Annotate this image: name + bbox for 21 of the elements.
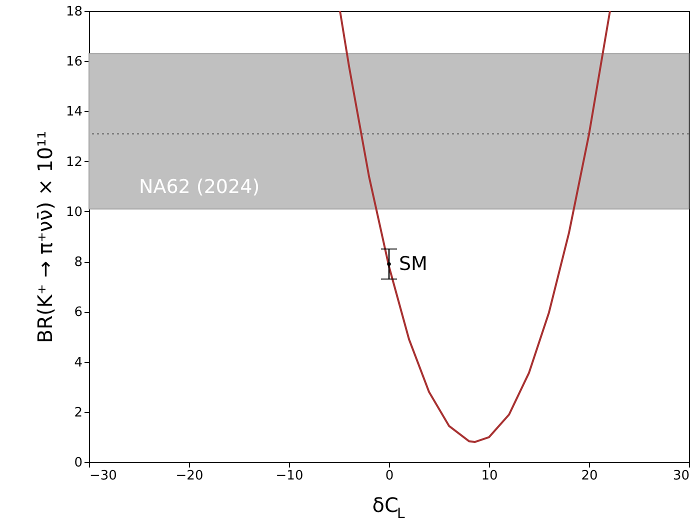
x-tick-label: 20 — [581, 468, 598, 484]
y-tick-label: 0 — [74, 456, 82, 470]
x-tick-label: 30 — [672, 468, 690, 484]
x-tick-label: 0 — [385, 468, 394, 484]
x-tick-label: −10 — [276, 468, 304, 484]
x-tick-label: 10 — [481, 468, 498, 484]
y-tick-label: 10 — [66, 204, 82, 220]
y-tick-label: 14 — [66, 104, 82, 120]
band-label: NA62 (2024) — [139, 176, 260, 198]
y-tick-label: 12 — [66, 154, 82, 170]
x-tick-label: −30 — [90, 468, 117, 484]
y-tick-label: 4 — [74, 355, 82, 370]
series-label: SM — [399, 253, 428, 276]
y-tick-label: 18 — [66, 4, 82, 20]
y-axis-title: BR(K⁺ → π⁺νν̄) × 10¹¹ — [32, 130, 57, 344]
y-tick-label: 16 — [66, 54, 82, 70]
y-tick-label: 6 — [74, 305, 82, 320]
x-tick-label: −20 — [176, 468, 204, 484]
line-series — [339, 10, 611, 443]
y-tick-label: 2 — [74, 405, 82, 420]
y-tick-label: 8 — [74, 255, 82, 270]
